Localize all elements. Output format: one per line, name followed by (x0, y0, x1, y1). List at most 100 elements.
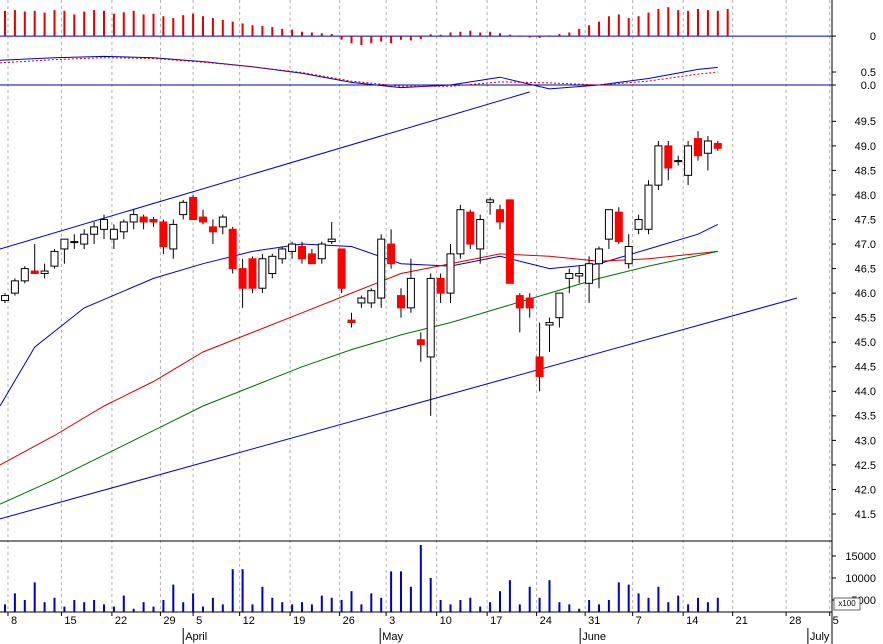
candle-body (1, 295, 9, 301)
candle-body (248, 258, 257, 289)
bar (112, 13, 115, 37)
y-tick-label: 43.0 (855, 435, 876, 447)
candle-body (406, 277, 415, 309)
bar (479, 606, 482, 612)
y-tick-label: 15000 (845, 551, 876, 563)
bar (588, 599, 591, 612)
bar (677, 10, 680, 37)
candle-body (327, 238, 336, 243)
bar (350, 36, 353, 44)
bar (558, 602, 561, 612)
candle-body (268, 255, 277, 274)
unit-box (833, 597, 861, 611)
bar (152, 13, 155, 37)
bar (23, 11, 26, 37)
candle-body (189, 196, 198, 221)
candle-body (604, 209, 613, 240)
candle-body (109, 228, 118, 240)
candle-body (169, 223, 178, 250)
bar (53, 597, 56, 612)
bar (360, 604, 363, 612)
bar (291, 604, 294, 612)
x-tick-label: 19 (293, 615, 305, 627)
bar (508, 580, 511, 612)
candle-body (446, 253, 455, 294)
trend-line (0, 91, 530, 250)
bar (726, 9, 729, 37)
candle-body (535, 356, 544, 378)
bar (301, 31, 303, 37)
bar (489, 31, 492, 37)
x-tick-label: 7 (636, 615, 642, 627)
y-tick-label: 42.0 (855, 484, 876, 496)
candle-body (258, 258, 267, 289)
bar (716, 597, 719, 612)
bar (152, 606, 155, 612)
bar (499, 33, 501, 37)
bar (291, 29, 294, 37)
bar (617, 14, 620, 37)
x-tick-label: 5 (833, 615, 839, 627)
line-series (0, 57, 718, 87)
bar (499, 591, 501, 612)
bar (172, 18, 175, 37)
candle-body (208, 226, 217, 233)
candle-body (40, 270, 49, 274)
bar (647, 12, 650, 37)
bar (73, 14, 76, 37)
bar (390, 36, 393, 44)
bar (706, 602, 709, 612)
bar (320, 595, 323, 612)
bar (310, 604, 313, 612)
candle-body (377, 238, 386, 299)
y-tick-label: 43.5 (855, 411, 876, 423)
candle-body (525, 297, 534, 309)
bar (4, 10, 6, 37)
candle-body (70, 241, 79, 244)
candle-body (10, 280, 19, 294)
y-tick-label: 48.5 (855, 165, 876, 177)
bar (538, 36, 541, 38)
bar (43, 12, 46, 37)
candle-body (20, 268, 29, 282)
bar (330, 597, 333, 612)
bar (301, 602, 303, 612)
x-tick-label: 10 (440, 615, 452, 627)
y-tick-label: 0.0 (861, 80, 876, 92)
bar (132, 608, 135, 612)
candle-body (100, 219, 108, 230)
candle-body (713, 142, 722, 149)
bar (261, 25, 264, 37)
bar (122, 12, 125, 37)
bar (241, 569, 244, 612)
y-tick-label: 0.5 (861, 67, 876, 79)
x-tick-label: 28 (789, 615, 801, 627)
bar (697, 9, 699, 37)
bar (637, 593, 640, 612)
y-tick-label: 44.0 (855, 386, 876, 398)
bar (380, 597, 383, 612)
x-tick-label: 29 (163, 615, 175, 627)
bar (261, 586, 264, 612)
bar (459, 31, 462, 37)
candle-body (278, 248, 287, 260)
candle-body (436, 277, 445, 294)
x-tick-label: 22 (115, 615, 127, 627)
bar (4, 604, 6, 612)
bar (607, 16, 610, 37)
candle-body (218, 216, 227, 228)
bar (281, 602, 284, 612)
candle-body (337, 248, 346, 289)
bar (33, 10, 36, 37)
bar (360, 36, 363, 46)
bar (370, 593, 373, 612)
y-tick-label: 48.0 (855, 190, 876, 202)
bar (667, 602, 670, 612)
bar (617, 582, 620, 612)
bar (459, 599, 462, 612)
y-tick-label: 49.0 (855, 141, 876, 153)
bar (429, 34, 432, 37)
bar (390, 571, 393, 612)
bar (162, 16, 165, 37)
bar (528, 586, 531, 612)
